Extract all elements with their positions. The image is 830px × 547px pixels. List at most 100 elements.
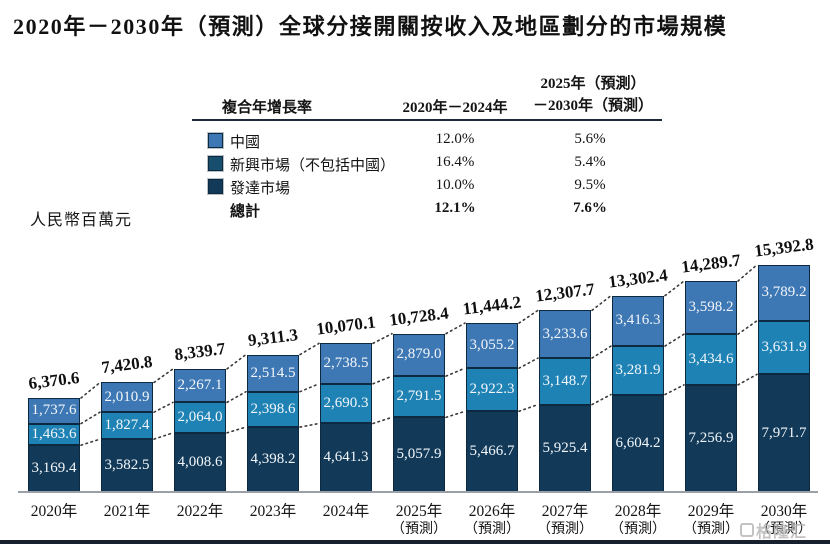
cagr-header-metric: 複合年增長率 bbox=[222, 100, 313, 116]
bar-segment: 7,256.9 bbox=[685, 384, 737, 492]
cagr-header-period2: 2025年（預測） －2030年（預測） bbox=[532, 76, 653, 114]
bar-segment-value: 4,398.2 bbox=[250, 451, 296, 468]
bar-segment-value: 3,582.5 bbox=[104, 457, 150, 474]
bar-segment-value: 3,789.2 bbox=[761, 284, 807, 301]
bar-segment-value: 3,598.2 bbox=[688, 299, 734, 316]
bar-segment: 2,267.1 bbox=[174, 368, 226, 403]
chart-title: 2020年－2030年（預測）全球分接開關按收入及地區劃分的市場規模 bbox=[13, 14, 728, 39]
legend-row-label: 新興市場（不包括中國） bbox=[230, 158, 396, 174]
legend-swatch-icon bbox=[208, 133, 223, 148]
legend-header-rule bbox=[192, 119, 662, 121]
bar-segment-value: 5,466.7 bbox=[469, 443, 515, 460]
x-axis-tick-label: 2026年 bbox=[468, 503, 516, 520]
bar-segment-value: 1,737.6 bbox=[31, 402, 77, 419]
bar-segment: 3,148.7 bbox=[539, 358, 591, 405]
bar-segment-value: 2,879.0 bbox=[396, 346, 442, 363]
bar-segment-value: 6,604.2 bbox=[615, 434, 661, 451]
bar-segment: 3,169.4 bbox=[28, 445, 80, 492]
bar-segment-value: 1,463.6 bbox=[31, 425, 77, 442]
bar-segment: 2,922.3 bbox=[466, 368, 518, 412]
bar-segment-value: 3,631.9 bbox=[761, 339, 807, 356]
x-axis-line bbox=[18, 491, 818, 493]
bar-segment: 2,010.9 bbox=[101, 382, 153, 413]
cagr-value-period1: 16.4% bbox=[435, 154, 475, 170]
cagr-value-period1: 12.1% bbox=[434, 200, 476, 216]
x-axis-tick-label: 2029年 bbox=[687, 503, 735, 520]
watermark-logo-icon bbox=[740, 523, 754, 537]
bar-segment-value: 3,281.9 bbox=[615, 361, 661, 378]
legend-swatch-icon bbox=[208, 156, 223, 171]
bar-segment-value: 2,267.1 bbox=[177, 377, 223, 394]
y-axis-unit-label: 人民幣百萬元 bbox=[30, 212, 133, 229]
bar-segment: 7,971.7 bbox=[758, 374, 810, 492]
x-axis-tick-label: 2028年 bbox=[614, 503, 662, 520]
bar-segment-value: 2,791.5 bbox=[396, 388, 442, 405]
bar-segment: 2,690.3 bbox=[320, 383, 372, 424]
page-bottom-rule bbox=[0, 540, 830, 544]
bar-segment: 3,582.5 bbox=[101, 439, 153, 492]
bar-segment: 1,463.6 bbox=[28, 423, 80, 446]
bar-segment-value: 5,057.9 bbox=[396, 446, 442, 463]
bar-segment-value: 7,971.7 bbox=[761, 424, 807, 441]
cagr-value-period2: 9.5% bbox=[574, 177, 606, 193]
legend-row-label: 發達市場 bbox=[230, 181, 291, 197]
bar-segment-value: 3,434.6 bbox=[688, 351, 734, 368]
watermark: 格隆汇 bbox=[740, 518, 807, 542]
bar-segment-value: 2,922.3 bbox=[469, 381, 515, 398]
bar-segment: 1,737.6 bbox=[28, 397, 80, 424]
bar-segment: 2,064.0 bbox=[174, 402, 226, 433]
bar-segment-value: 3,169.4 bbox=[31, 460, 77, 477]
bar-segment-value: 4,008.6 bbox=[177, 453, 223, 470]
bar-segment: 3,789.2 bbox=[758, 264, 810, 321]
bar-segment: 4,398.2 bbox=[247, 427, 299, 492]
bar-segment-value: 2,738.5 bbox=[323, 355, 369, 372]
bar-segment-value: 7,256.9 bbox=[688, 429, 734, 446]
bar-segment-value: 2,010.9 bbox=[104, 388, 150, 405]
bar-segment: 3,281.9 bbox=[612, 346, 664, 395]
x-axis-tick-label: 2030年 bbox=[760, 503, 808, 520]
cagr-value-period2: 5.4% bbox=[574, 154, 606, 170]
bar-segment: 2,514.5 bbox=[247, 354, 299, 392]
x-axis-tick-label: 2025年 bbox=[395, 503, 443, 520]
bar-segment: 3,055.2 bbox=[466, 323, 518, 369]
bar-segment-value: 2,690.3 bbox=[323, 395, 369, 412]
bar-segment-value: 3,233.6 bbox=[542, 325, 588, 342]
x-axis-tick-note: （預測） bbox=[756, 522, 812, 537]
cagr-value-period2: 5.6% bbox=[574, 131, 606, 147]
bar-segment-value: 2,398.6 bbox=[250, 400, 296, 417]
bar-segment-value: 3,055.2 bbox=[469, 337, 515, 354]
x-axis-tick-note: （預測） bbox=[537, 522, 593, 537]
bar-segment-value: 3,148.7 bbox=[542, 372, 588, 389]
cagr-value-period1: 12.0% bbox=[435, 131, 475, 147]
x-axis-tick-label: 2021年 bbox=[103, 503, 151, 520]
bar-segment-value: 4,641.3 bbox=[323, 449, 369, 466]
bar-segment: 4,641.3 bbox=[320, 423, 372, 492]
bar-segment: 5,466.7 bbox=[466, 411, 518, 492]
bar-segment: 2,738.5 bbox=[320, 343, 372, 384]
bar-segment: 5,925.4 bbox=[539, 404, 591, 492]
x-axis-tick-label: 2020年 bbox=[30, 503, 78, 520]
x-axis-tick-label: 2022年 bbox=[176, 503, 224, 520]
bar-segment: 2,398.6 bbox=[247, 391, 299, 428]
legend-row-label: 總計 bbox=[230, 204, 261, 220]
bar-segment-value: 1,827.4 bbox=[104, 417, 150, 434]
bar-segment: 4,008.6 bbox=[174, 432, 226, 492]
bar-segment-value: 3,416.3 bbox=[615, 312, 661, 329]
legend-row-label: 中國 bbox=[230, 135, 261, 151]
bar-segment-value: 2,514.5 bbox=[250, 364, 296, 381]
bar-segment: 5,057.9 bbox=[393, 417, 445, 492]
legend-swatch-icon bbox=[208, 179, 223, 194]
x-axis-tick-note: （預測） bbox=[391, 522, 447, 537]
bar-segment-value: 5,925.4 bbox=[542, 439, 588, 456]
bar-segment: 2,791.5 bbox=[393, 376, 445, 418]
bar-segment: 3,233.6 bbox=[539, 310, 591, 359]
x-axis-tick-label: 2024年 bbox=[322, 503, 370, 520]
cagr-value-period1: 10.0% bbox=[435, 177, 475, 193]
x-axis-tick-label: 2023年 bbox=[249, 503, 297, 520]
bar-segment-value: 2,064.0 bbox=[177, 409, 223, 426]
bar-segment: 3,416.3 bbox=[612, 295, 664, 347]
bar-segment: 3,434.6 bbox=[685, 334, 737, 385]
x-axis-tick-label: 2027年 bbox=[541, 503, 589, 520]
